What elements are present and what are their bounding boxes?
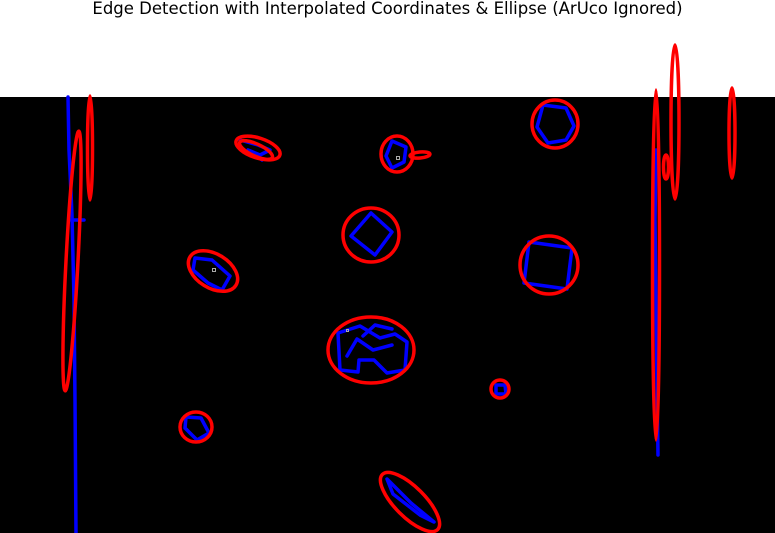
edge-contour [66, 95, 78, 533]
edge-detection-image [0, 43, 775, 533]
fitted-ellipse [61, 129, 83, 393]
fitted-ellipse [326, 315, 416, 385]
coordinate-marker [346, 329, 349, 332]
fitted-ellipse [408, 150, 432, 160]
fitted-ellipse [518, 234, 580, 296]
coordinate-marker [396, 156, 400, 160]
edge-contour [535, 103, 576, 145]
edge-contour [183, 415, 211, 442]
fitted-ellipse [178, 410, 214, 444]
edge-contour [384, 139, 408, 170]
fitted-ellipse [341, 206, 401, 264]
fitted-ellipse [727, 86, 737, 180]
edge-overlay-svg [0, 43, 775, 533]
fitted-ellipse [530, 98, 580, 150]
edge-contour [361, 323, 394, 338]
fitted-ellipse [489, 378, 511, 400]
edge-contour [385, 477, 436, 524]
fitted-ellipse [237, 138, 275, 162]
fitted-ellipse [650, 88, 662, 442]
fitted-ellipse [186, 248, 240, 294]
edge-contour [349, 211, 394, 257]
edge-contour [336, 324, 409, 375]
fitted-ellipse [85, 94, 95, 202]
fitted-ellipse [661, 153, 671, 181]
edge-contour [345, 337, 394, 358]
fitted-ellipse [669, 43, 681, 201]
figure-title: Edge Detection with Interpolated Coordin… [92, 0, 683, 18]
coordinate-marker [212, 268, 216, 272]
fitted-ellipse [378, 470, 442, 533]
